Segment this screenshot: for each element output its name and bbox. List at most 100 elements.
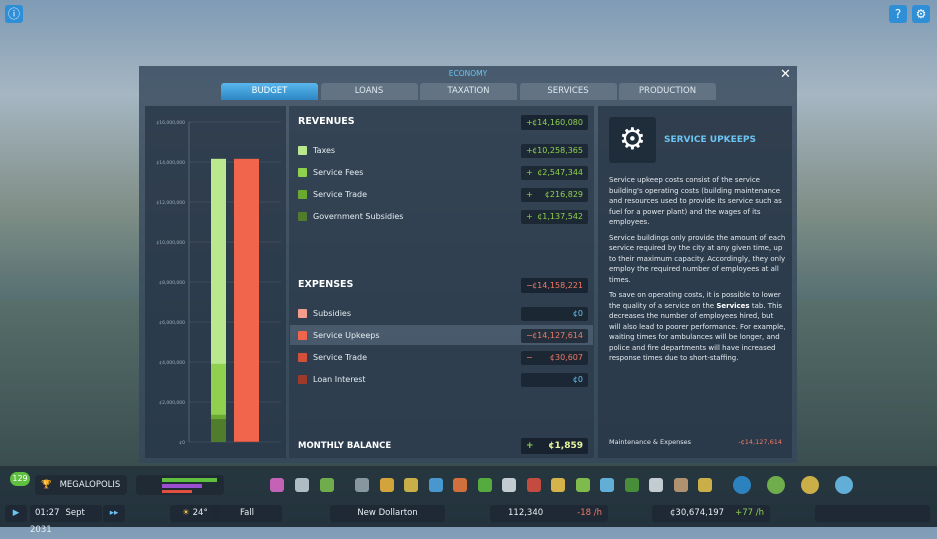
tab[interactable]: TAXATION: [420, 83, 517, 100]
tab[interactable]: BUDGET: [221, 83, 318, 100]
population[interactable]: 112,340 -18 /h: [490, 505, 608, 522]
info-button[interactable]: ⓘ: [5, 5, 23, 23]
budget-row[interactable]: Taxes + ¢10,258,365: [298, 143, 590, 159]
budget-row[interactable]: Loan Interest ¢0: [298, 372, 590, 388]
tool-icon[interactable]: [649, 478, 663, 492]
section-title: EXPENSES: [298, 279, 354, 290]
sign: −: [526, 353, 533, 362]
tool-icon[interactable]: [295, 478, 309, 492]
tool-icon[interactable]: [673, 478, 688, 492]
budget-row[interactable]: Subsidies ¢0: [298, 306, 590, 322]
y-tick-label: ¢6,000,000: [159, 320, 185, 326]
money[interactable]: ¢30,674,197 +77 /h: [652, 505, 770, 522]
budget-row[interactable]: Service Trade + ¢216,829: [298, 187, 590, 203]
bar-segment: [234, 441, 259, 442]
value-badge: + ¢1,137,542: [521, 210, 588, 224]
help-button[interactable]: ?: [889, 5, 907, 23]
tool-icon[interactable]: [320, 478, 334, 492]
happiness-meter[interactable]: [136, 475, 224, 495]
tool-icon[interactable]: [453, 478, 467, 492]
row-label: Service Trade: [313, 190, 368, 199]
paragraph: To save on operating costs, it is possib…: [609, 290, 787, 364]
total-value: ¢14,160,080: [532, 118, 583, 127]
population-rate: -18 /h: [577, 508, 602, 518]
season: Fall: [212, 505, 282, 522]
row-label: Subsidies: [313, 309, 352, 318]
value-badge: ¢0: [521, 307, 588, 321]
view-icon[interactable]: [835, 476, 853, 494]
population-value: 112,340: [508, 508, 544, 518]
tool-icon[interactable]: [526, 478, 541, 492]
tool-icon[interactable]: [575, 478, 590, 492]
tool-icon[interactable]: [404, 478, 418, 492]
tool-icon[interactable]: [502, 478, 516, 492]
tab[interactable]: PRODUCTION: [619, 83, 716, 100]
info-text: Service upkeep costs consist of the serv…: [609, 175, 787, 369]
color-swatch: [298, 168, 307, 177]
play-button[interactable]: ▶: [5, 505, 27, 522]
tab[interactable]: SERVICES: [519, 83, 617, 100]
value-badge: + ¢10,258,365: [521, 144, 588, 158]
row-value: ¢0: [572, 309, 583, 318]
panel-title: ECONOMY: [448, 69, 488, 78]
tool-icon[interactable]: [270, 478, 284, 492]
sign: +: [526, 212, 533, 221]
view-icon[interactable]: [767, 476, 785, 494]
info-panel: ⚙ SERVICE UPKEEPS Service upkeep costs c…: [598, 106, 792, 458]
money-value: ¢30,674,197: [670, 508, 725, 518]
tool-icon[interactable]: [355, 478, 369, 492]
tool-icon[interactable]: [551, 478, 565, 492]
tool-icon[interactable]: [624, 478, 639, 492]
tool-icon[interactable]: [379, 478, 394, 492]
close-button[interactable]: ✕: [780, 67, 791, 82]
row-value: ¢2,547,344: [537, 168, 583, 177]
value-badge: − ¢30,607: [521, 351, 588, 365]
row-label: Service Fees: [313, 168, 364, 177]
row-label: Service Trade: [313, 353, 368, 362]
tool-icon[interactable]: [698, 478, 712, 492]
status-icons: [815, 505, 930, 522]
settings-button[interactable]: ⚙: [912, 5, 930, 23]
color-swatch: [298, 190, 307, 199]
level-badge: 129: [10, 472, 30, 486]
footer-label: Maintenance & Expenses: [609, 438, 692, 446]
bar-segment: [234, 158, 259, 442]
budget-row[interactable]: Service Upkeeps − ¢14,127,614: [298, 328, 590, 344]
value-badge: + ¢2,547,344: [521, 166, 588, 180]
budget-row[interactable]: Government Subsidies + ¢1,137,542: [298, 209, 590, 225]
color-swatch: [298, 353, 307, 362]
y-tick-label: ¢8,000,000: [159, 280, 185, 286]
row-value: ¢0: [572, 375, 583, 384]
value-badge: + ¢216,829: [521, 188, 588, 202]
row-value: ¢10,258,365: [532, 146, 583, 155]
budget-chart: ¢0 ¢2,000,000 ¢4,000,000 ¢6,000,000 ¢8,000,0…: [156, 120, 281, 446]
row-label: Taxes: [313, 146, 336, 155]
text-run: Services: [716, 301, 750, 310]
tool-icon[interactable]: [428, 478, 443, 492]
tab[interactable]: LOANS: [320, 83, 418, 100]
paragraph: Service buildings only provide the amoun…: [609, 233, 787, 286]
time: 01:27: [35, 508, 60, 518]
city-name[interactable]: New Dollarton: [330, 505, 445, 522]
weather: ☀ 24°: [170, 505, 220, 522]
balance-badge: + ¢1,859: [521, 438, 588, 454]
tool-icon[interactable]: [600, 478, 614, 492]
milestone[interactable]: 🏆 MEGALOPOLIS: [35, 475, 127, 495]
view-icon[interactable]: [801, 476, 819, 494]
clock: 01:27 Sept 2031: [30, 505, 102, 535]
row-label: Loan Interest: [313, 375, 366, 384]
budget-row[interactable]: Service Trade − ¢30,607: [298, 350, 590, 366]
speed-button[interactable]: ▸▸: [103, 505, 125, 522]
row-value: ¢1,137,542: [537, 212, 583, 221]
bar-segment: [211, 363, 226, 415]
y-tick-label: ¢2,000,000: [159, 400, 185, 406]
money-rate: +77 /h: [735, 508, 764, 518]
tool-icon[interactable]: [477, 478, 492, 492]
paragraph: Service upkeep costs consist of the serv…: [609, 175, 787, 228]
view-icon[interactable]: [733, 476, 751, 494]
meter-bar: [162, 478, 217, 482]
y-tick-label: ¢14,000,000: [156, 160, 185, 166]
budget-row[interactable]: Service Fees + ¢2,547,344: [298, 165, 590, 181]
balance-label: MONTHLY BALANCE: [298, 441, 392, 451]
y-tick-label: ¢12,000,000: [156, 200, 185, 206]
